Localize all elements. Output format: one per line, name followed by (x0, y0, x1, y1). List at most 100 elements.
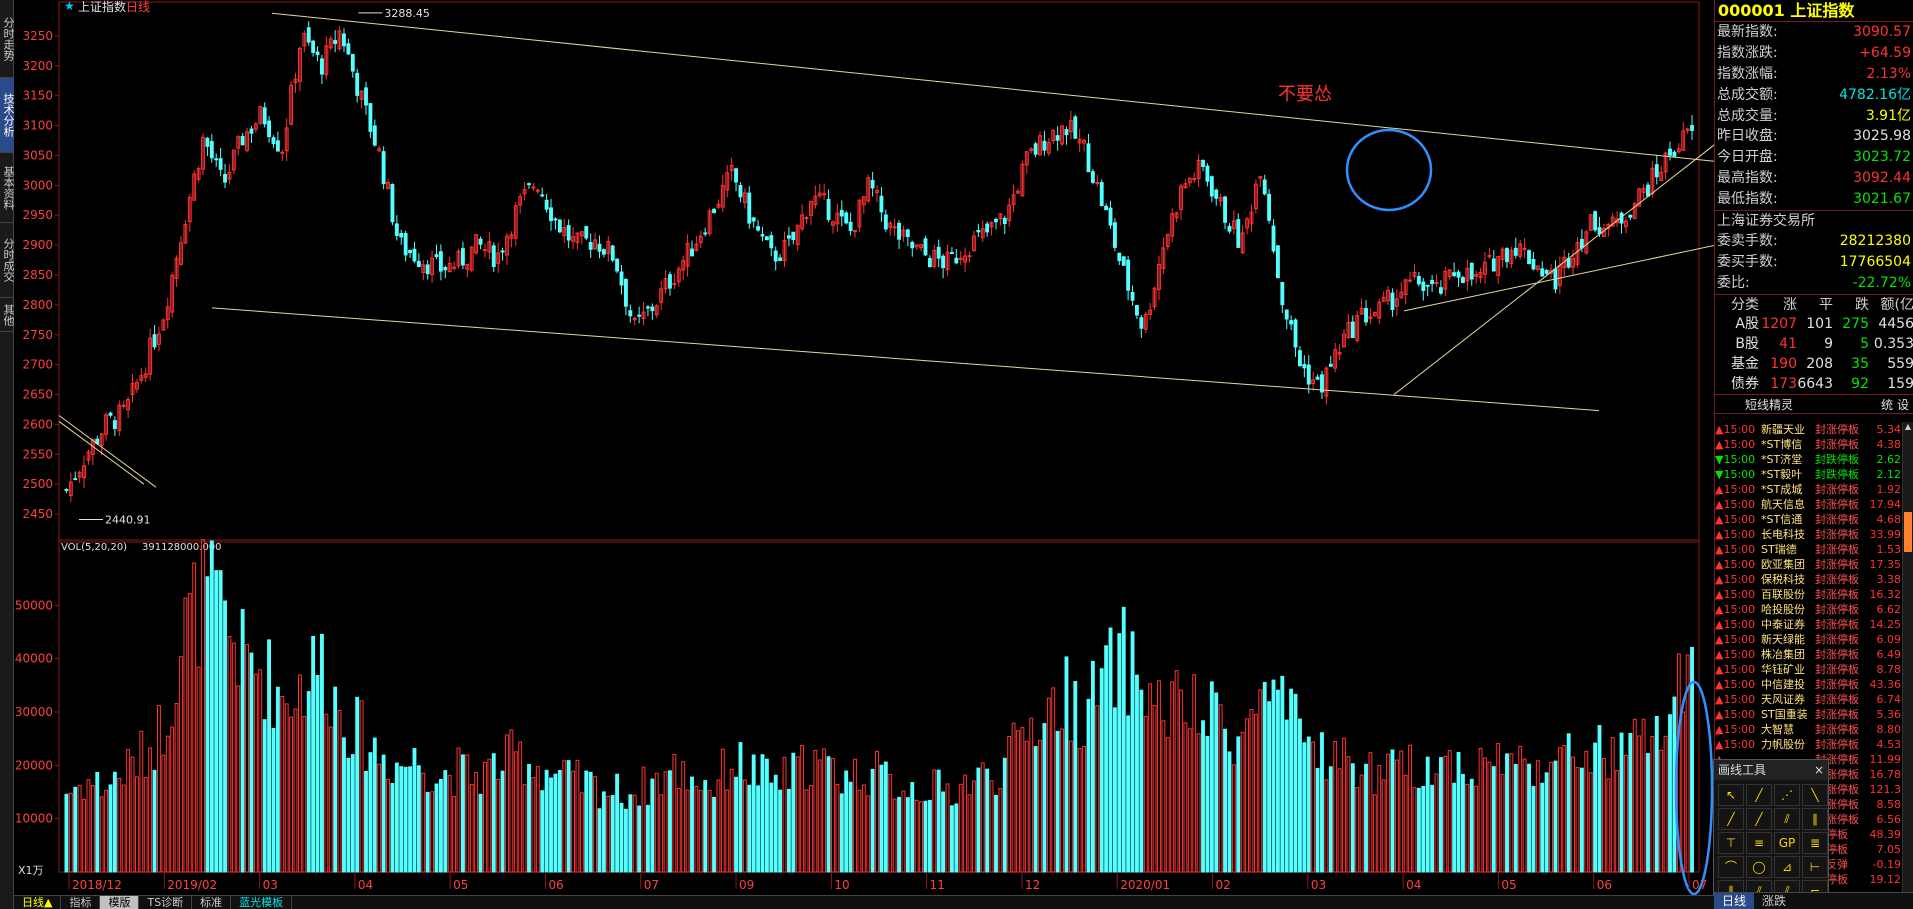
volume-bar (1007, 736, 1012, 873)
kline-chart[interactable]: 2450 2500 2550 2600 2650 2700 2750 2800 2850 2900… (14, 0, 1714, 895)
volume-bar (994, 794, 998, 873)
short-item-time: ▲15:00 (1715, 603, 1756, 616)
short-line-item[interactable]: ▲15:00 欧亚集团 封涨停板 17.35 (1715, 557, 1901, 572)
short-item-value: -0.19 (1872, 858, 1901, 871)
short-item-type: 封跌停板 (1815, 468, 1859, 481)
drawing-tool-button[interactable]: ╱ (1718, 808, 1744, 830)
short-line-item[interactable]: ▲15:00 百联股份 封涨停板 16.32 (1715, 587, 1901, 602)
candle-body (1610, 216, 1615, 227)
volume-bar (1112, 707, 1117, 873)
tab-standard[interactable]: 标准 (192, 896, 232, 909)
drawing-tool-button[interactable]: ∥ (1802, 808, 1828, 830)
short-line-item[interactable]: ▲15:00 *ST信通 封涨停板 4.68 (1715, 512, 1901, 527)
drawing-tool-button[interactable]: ╲ (1802, 784, 1828, 806)
candle-body (1403, 279, 1408, 296)
volume-bar (311, 635, 316, 873)
candle-body (412, 248, 417, 262)
drawing-tool-button[interactable]: ⊤ (1718, 832, 1744, 854)
short-line-item[interactable]: ▲15:00 中信建投 封涨停板 43.36 (1715, 677, 1901, 692)
short-item-name: 欧亚集团 (1761, 558, 1805, 571)
candle-body (575, 232, 580, 244)
short-line-item[interactable]: ▲15:00 新疆天业 封涨停板 5.34 (1715, 422, 1901, 437)
candle-body (1527, 250, 1531, 265)
volume-bar (518, 741, 523, 873)
drawing-tool-button[interactable]: ⫽ (1774, 808, 1800, 830)
candle-body (148, 337, 153, 375)
drawing-tool-button[interactable]: ≣ (1802, 832, 1828, 854)
short-tab-stats[interactable]: 统 (1881, 397, 1894, 412)
tab-period[interactable]: 日线▲ (14, 896, 62, 909)
tab-template[interactable]: 模版 (100, 896, 140, 909)
short-line-title[interactable]: 短线精灵 (1744, 397, 1793, 412)
short-item-time: ▲15:00 (1715, 723, 1756, 736)
candle-body (187, 196, 192, 223)
candle-body (311, 40, 316, 53)
drawing-tool-button[interactable]: ⌒ (1718, 856, 1744, 878)
tab-ts-diagnose[interactable]: TS诊断 (139, 896, 193, 909)
x-tick-label: 07 (644, 878, 659, 892)
x-tick-label: 06 (1597, 878, 1612, 892)
chart-area[interactable]: 2450 2500 2550 2600 2650 2700 2750 2800 2850 2900… (14, 0, 1714, 895)
tab-technical[interactable]: 技术分析 (0, 78, 15, 153)
short-line-item[interactable]: ▲15:00 航天信息 封涨停板 17.94 (1715, 497, 1901, 512)
short-item-name: 株冶集团 (1761, 648, 1805, 661)
tab-fenshi[interactable]: 分时走势 (0, 0, 15, 78)
drawing-tool-button[interactable]: ↖ (1718, 784, 1744, 806)
short-line-item[interactable]: ▲15:00 哈投股份 封涨停板 6.62 (1715, 602, 1901, 617)
short-line-item[interactable]: ▲15:00 新天绿能 封涨停板 6.09 (1715, 632, 1901, 647)
drawing-tool-button[interactable]: ⊿ (1774, 856, 1800, 878)
short-tab-settings[interactable]: 设 (1896, 397, 1909, 412)
short-line-item[interactable]: ▼15:00 *ST毅叶 封跌停板 2.12 (1715, 467, 1901, 482)
candle-body (892, 226, 897, 229)
short-line-item[interactable]: ▲15:00 *ST成城 封涨停板 1.92 (1715, 482, 1901, 497)
short-line-item[interactable]: ▲15:00 力帆股份 封涨停板 4.53 (1715, 737, 1901, 752)
volume-bar (469, 783, 474, 873)
short-item-value: 19.12 (1869, 873, 1902, 886)
scroll-up-icon[interactable]: ▲ (1904, 422, 1912, 431)
tab-indicator[interactable]: 指标 (61, 896, 101, 909)
volume-bar (1690, 646, 1694, 873)
short-line-item[interactable]: ▲15:00 天风证券 封涨停板 6.74 (1715, 692, 1901, 707)
tab-updown[interactable]: 涨跌 (1762, 894, 1787, 908)
short-line-item[interactable]: ▲15:00 ST瑞德 封涨停板 1.53 (1715, 542, 1901, 557)
volume-bar (650, 778, 655, 873)
tab-fundamentals[interactable]: 基本资料 (0, 153, 15, 223)
tab-other[interactable]: 其他 (0, 298, 15, 332)
drawing-tool-button[interactable]: ◯ (1746, 856, 1772, 878)
price-tick-label: 3250 (22, 29, 53, 43)
short-line-item[interactable]: ▼15:00 *ST济堂 封跌停板 2.62 (1715, 452, 1901, 467)
volume-bar (438, 779, 443, 873)
short-line-list[interactable]: ▲15:00 新疆天业 封涨停板 5.34 ▲15:00 *ST博信 封涨停板 4.38 ▼15… (1715, 422, 1901, 892)
short-line-item[interactable]: ▲15:00 *ST博信 封涨停板 4.38 (1715, 437, 1901, 452)
short-list-scrollbar[interactable]: ▲ (1902, 422, 1913, 892)
drawing-tool-button[interactable]: ╱ (1746, 808, 1772, 830)
short-line-item[interactable]: ▲15:00 保税科技 封涨停板 3.38 (1715, 572, 1901, 587)
candle-body (1487, 254, 1492, 258)
tab-tick-trades[interactable]: 分时成交 (0, 223, 15, 298)
short-line-item[interactable]: ▲15:00 株冶集团 封涨停板 6.49 (1715, 647, 1901, 662)
drawing-tool-button[interactable]: ⊢ (1802, 856, 1828, 878)
volume-bar (593, 776, 598, 873)
short-item-name: 百联股份 (1761, 588, 1805, 601)
volume-bar (610, 795, 615, 873)
candle-body (73, 478, 78, 481)
volume-bar (707, 790, 712, 873)
scroll-thumb[interactable] (1904, 512, 1912, 552)
short-line-item[interactable]: ▲15:00 大智慧 封涨停板 8.80 (1715, 722, 1901, 737)
candle-body (1104, 205, 1109, 211)
drawing-tool-panel[interactable]: 画线工具 × ↖ ╱ ⋰ ╲ ╱ ╱ ⫽ ∥ ⊤ ≡ GP ≣ ⌒ ◯ ⊿ ⊢ ∥ ⫽ ⫽ ⌐ (1713, 759, 1829, 909)
drawing-tool-button[interactable]: ≡ (1746, 832, 1772, 854)
short-line-item[interactable]: ▲15:00 ST国重装 封涨停板 5.36 (1715, 707, 1901, 722)
volume-bar (1223, 728, 1227, 873)
close-icon[interactable]: × (1813, 763, 1824, 777)
short-line-item[interactable]: ▲15:00 华钰矿业 封涨停板 8.78 (1715, 662, 1901, 677)
short-line-item[interactable]: ▲15:00 长电科技 封涨停板 33.99 (1715, 527, 1901, 542)
volume-bar (989, 780, 994, 873)
tab-blue-template[interactable]: 蓝光模板 (231, 896, 293, 909)
tab-daily[interactable]: 日线 (1714, 893, 1755, 909)
drawing-tool-button[interactable]: ⋰ (1774, 784, 1800, 806)
drawing-tool-button[interactable]: ╱ (1746, 784, 1772, 806)
candle-body (1438, 287, 1443, 294)
short-line-item[interactable]: ▲15:00 中泰证券 封涨停板 14.25 (1715, 617, 1901, 632)
drawing-tool-button[interactable]: GP (1774, 832, 1800, 854)
